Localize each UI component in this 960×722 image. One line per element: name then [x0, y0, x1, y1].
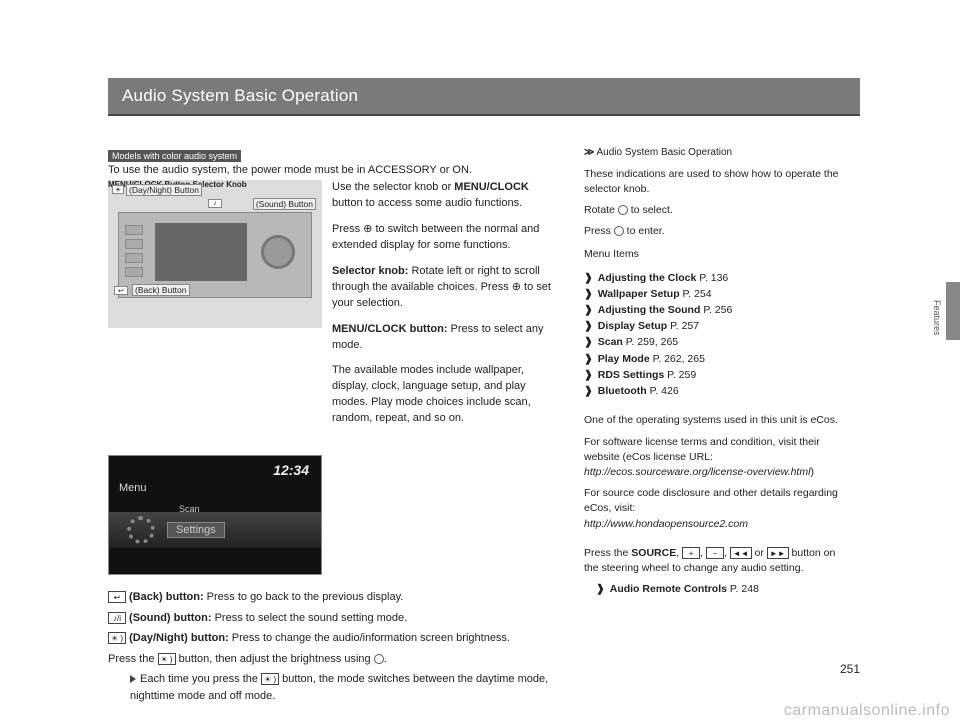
- back-arrow-icon: ↩: [114, 286, 128, 295]
- note-icon: ♪: [208, 199, 222, 208]
- middle-column: Use the selector knob or MENU/CLOCK butt…: [332, 180, 556, 437]
- sound-icon-box: ♪/i: [108, 612, 126, 624]
- sun-icon: ☀: [112, 185, 124, 194]
- menu-display-illustration: Menu Display 12:34 Menu Scan Settings: [108, 455, 322, 575]
- press-icon: [614, 226, 624, 236]
- settings-label: Settings: [167, 522, 225, 538]
- clock-time: 12:34: [273, 462, 309, 478]
- daynight-icon-box: ☀ ): [108, 632, 126, 644]
- page-title: Audio System Basic Operation: [108, 78, 860, 116]
- sun-icon-box: ☀ ): [158, 653, 176, 665]
- model-tag: Models with color audio system: [108, 150, 241, 162]
- menu-label: Menu: [119, 482, 147, 494]
- rotate-icon: [618, 205, 628, 215]
- prev-icon: ◄◄: [730, 547, 752, 559]
- intro-text: To use the audio system, the power mode …: [108, 164, 556, 176]
- page-number: 251: [840, 662, 860, 676]
- menu-items-list: ❱ Adjusting the Clock P. 136 ❱ Wallpaper…: [584, 271, 852, 400]
- bullet-icon: [130, 675, 136, 683]
- minus-icon: −: [706, 547, 724, 559]
- plus-icon: +: [682, 547, 700, 559]
- device-illustration: ☀ (Day/Night) Button ♪ (Sound) Button ↩ …: [108, 180, 322, 328]
- watermark: carmanualsonline.info: [784, 702, 950, 720]
- section-tab: [946, 282, 960, 340]
- section-label: Features: [932, 300, 942, 336]
- day-night-label: (Day/Night) Button: [126, 184, 202, 196]
- scan-label: Scan: [179, 504, 200, 514]
- lower-instructions: ↩ (Back) button: Press to go back to the…: [108, 589, 556, 704]
- next-icon: ►►: [767, 547, 789, 559]
- knob-icon: [374, 654, 384, 664]
- sun-icon-box-2: ☀ ): [261, 673, 279, 685]
- gear-icon: [127, 516, 155, 544]
- back-label: (Back) Button: [132, 284, 190, 296]
- sound-label: (Sound) Button: [253, 198, 316, 210]
- back-icon-box: ↩: [108, 591, 126, 603]
- side-notes: ≫Audio System Basic Operation These indi…: [584, 146, 852, 708]
